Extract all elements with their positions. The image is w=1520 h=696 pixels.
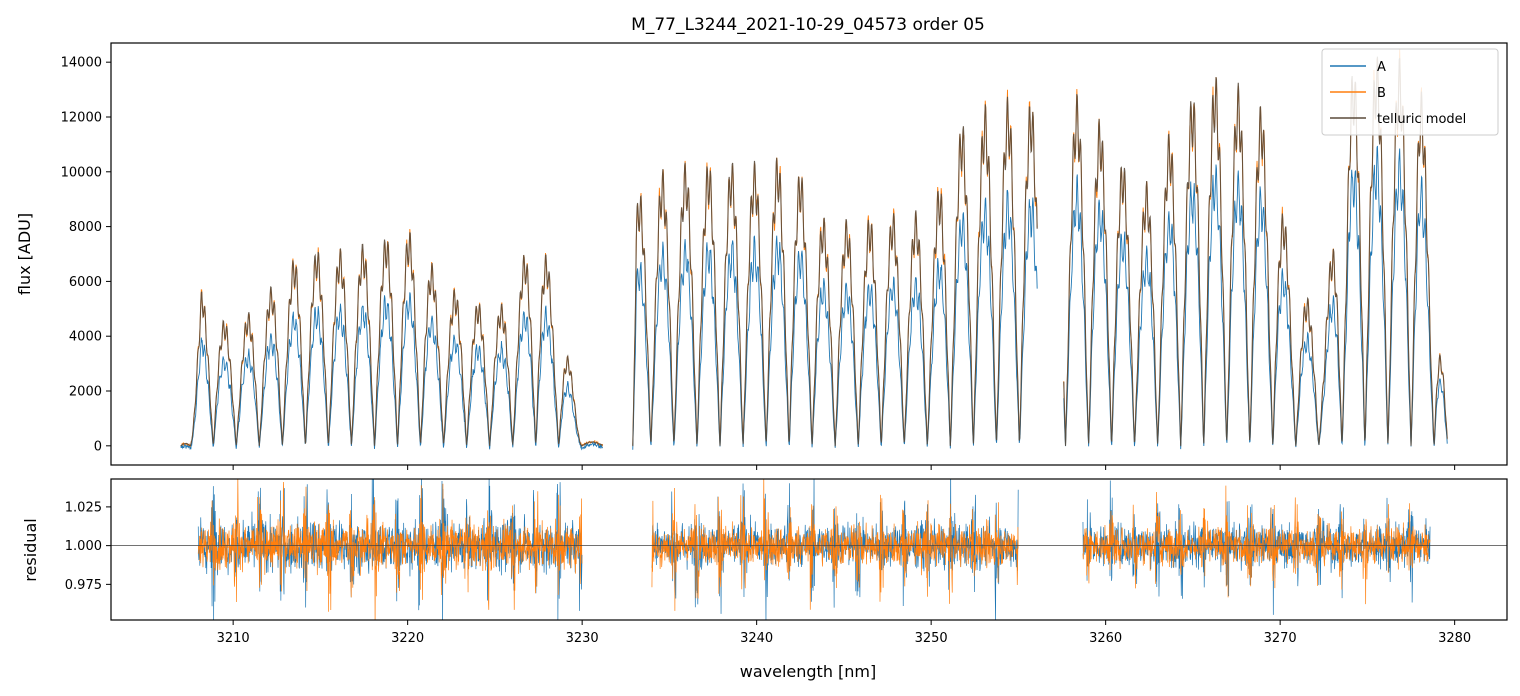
x-tick-label: 3210 bbox=[217, 631, 250, 646]
x-tick-label: 3250 bbox=[915, 631, 948, 646]
telluric-model-line bbox=[1063, 56, 1448, 446]
telluric-model-line bbox=[632, 96, 1038, 446]
x-tick-label: 3280 bbox=[1438, 631, 1471, 646]
residual-y-tick-label: 0.975 bbox=[65, 578, 102, 593]
flux-y-tick-label: 6000 bbox=[69, 275, 102, 290]
flux-y-tick-label: 14000 bbox=[61, 56, 102, 71]
residual-panel: 0.975 1.000 1.025 3210 3220 3230 3240 3250 3260… bbox=[21, 478, 1508, 681]
flux-panel: 0 2000 4000 6000 8000 10000 12000 14000 flux [A… bbox=[15, 42, 1508, 470]
residual-plot-frame bbox=[110, 478, 1508, 621]
flux-y-tick-label: 2000 bbox=[69, 385, 102, 400]
legend-model-label: telluric model bbox=[1377, 112, 1466, 127]
residual-y-tick-label: 1.025 bbox=[65, 500, 102, 515]
residual-b-line bbox=[1082, 485, 1431, 605]
flux-y-tick-label: 4000 bbox=[69, 330, 102, 345]
series-a-line bbox=[1063, 145, 1448, 450]
x-tick-label: 3260 bbox=[1089, 631, 1122, 646]
x-tick-label: 3240 bbox=[740, 631, 773, 646]
flux-plot-frame bbox=[110, 42, 1508, 466]
legend: A B telluric model bbox=[1321, 48, 1499, 136]
residual-y-axis-label: residual bbox=[21, 518, 40, 581]
legend-b-label: B bbox=[1377, 86, 1386, 101]
flux-y-tick-label: 12000 bbox=[61, 110, 102, 125]
residual-b-line bbox=[651, 479, 1019, 611]
x-tick-label: 3230 bbox=[566, 631, 599, 646]
legend-a-label: A bbox=[1377, 60, 1386, 75]
x-tick-label: 3270 bbox=[1264, 631, 1297, 646]
residual-y-tick-label: 1.000 bbox=[65, 539, 102, 554]
flux-y-tick-label: 8000 bbox=[69, 220, 102, 235]
series-a-line bbox=[180, 292, 604, 451]
x-tick-label: 3220 bbox=[391, 631, 424, 646]
telluric-model-line bbox=[180, 232, 603, 447]
flux-y-tick-label: 10000 bbox=[61, 165, 102, 180]
flux-y-tick-label: 0 bbox=[94, 439, 102, 454]
x-axis-label: wavelength [nm] bbox=[740, 662, 877, 681]
chart-title: M_77_L3244_2021-10-29_04573 order 05 bbox=[631, 15, 985, 35]
flux-y-axis-label: flux [ADU] bbox=[15, 213, 34, 295]
